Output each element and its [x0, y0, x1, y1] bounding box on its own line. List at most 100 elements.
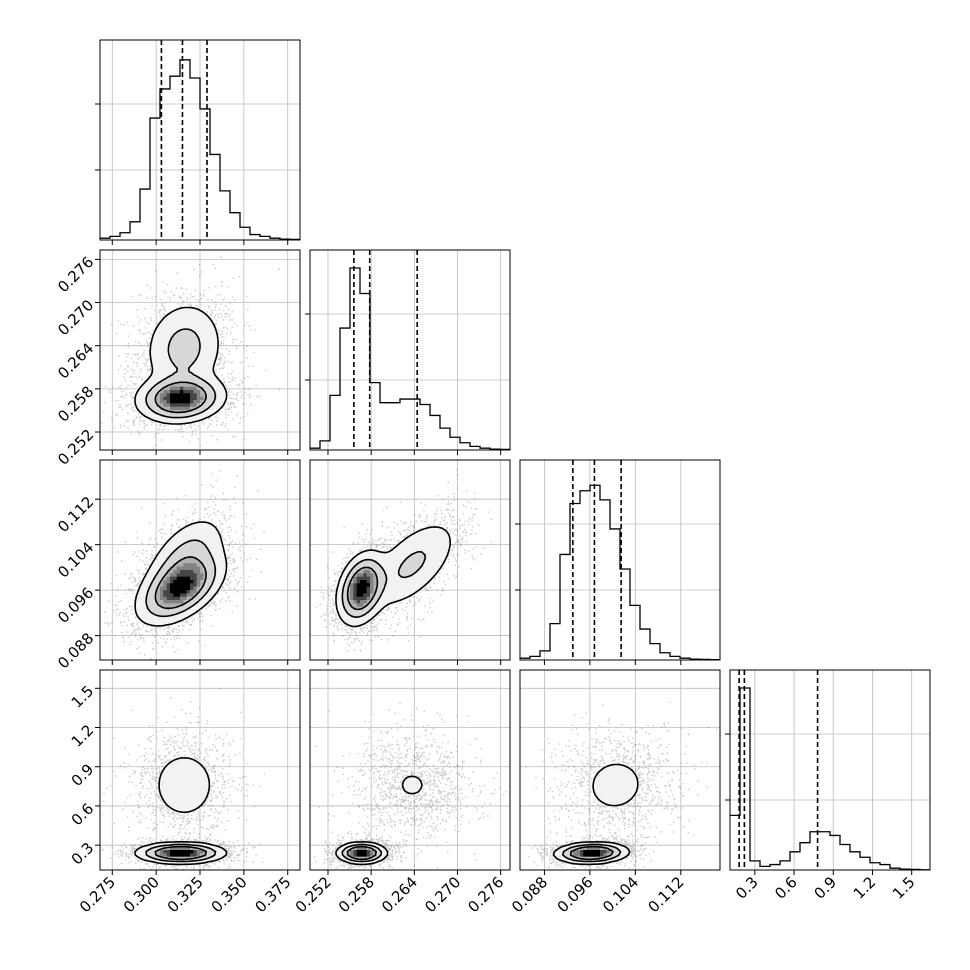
density-cell — [573, 860, 578, 864]
density-cell — [190, 330, 194, 334]
density-cell — [180, 556, 184, 561]
density-cell — [176, 406, 181, 411]
density-cell — [626, 776, 631, 781]
density-cell — [166, 403, 171, 408]
density-cell — [206, 566, 211, 571]
density-cell — [160, 366, 164, 371]
density-cell — [166, 800, 171, 804]
density-cell — [203, 370, 208, 374]
density-cell — [183, 536, 188, 541]
density-cell — [203, 410, 208, 414]
density-cell — [366, 593, 371, 598]
density-cell — [560, 853, 564, 858]
density-cell — [360, 856, 364, 861]
density-cell — [416, 540, 421, 544]
density-cell — [160, 356, 164, 361]
density-cell — [610, 790, 614, 794]
density-cell — [176, 606, 181, 611]
density-cell — [366, 616, 371, 621]
density-cell — [180, 803, 184, 808]
density-cell — [156, 600, 161, 604]
density-cell — [373, 586, 378, 591]
y-tick-label: 0.6 — [68, 800, 98, 830]
density-cell — [373, 553, 378, 558]
histogram-panel — [95, 39, 301, 241]
density-cell — [180, 573, 184, 578]
density-cell — [340, 603, 344, 608]
density-cell — [610, 796, 614, 801]
density-cell — [573, 850, 578, 854]
density-cell — [140, 593, 144, 598]
density-cell — [426, 576, 431, 581]
density-cell — [150, 853, 154, 858]
density-cell — [370, 856, 374, 861]
density-cell — [620, 776, 624, 781]
density-cell — [366, 590, 371, 594]
density-cell — [196, 570, 201, 574]
density-cell — [383, 566, 388, 571]
density-cell — [210, 856, 214, 861]
density-cell — [146, 610, 151, 614]
density-cell — [620, 770, 624, 774]
density-cell — [356, 576, 361, 581]
density-cell — [180, 336, 184, 341]
density-cell — [196, 363, 201, 368]
density-cell — [186, 560, 191, 564]
density-cell — [436, 550, 441, 554]
density-cell — [196, 310, 201, 314]
density-cell — [616, 850, 621, 854]
density-cell — [210, 360, 214, 364]
density-cell — [356, 560, 361, 564]
density-cell — [380, 603, 384, 608]
density-cell — [170, 366, 174, 371]
density-cell — [396, 566, 401, 571]
density-cell — [193, 333, 198, 338]
density-cell — [410, 566, 414, 571]
density-cell — [153, 363, 158, 368]
density-cell — [173, 396, 178, 401]
density-cell — [190, 313, 194, 318]
density-cell — [600, 786, 604, 791]
density-cell — [140, 393, 144, 398]
density-cell — [350, 850, 354, 854]
density-cell — [616, 800, 621, 804]
density-cell — [173, 553, 178, 558]
density-cell — [163, 323, 168, 328]
density-cell — [353, 846, 358, 851]
density-cell — [160, 610, 164, 614]
density-cell — [340, 616, 344, 621]
density-cell — [156, 580, 161, 584]
density-cell — [163, 593, 168, 598]
density-cell — [406, 576, 411, 581]
density-cell — [173, 800, 178, 804]
density-cell — [400, 593, 404, 598]
density-cell — [426, 570, 431, 574]
density-cell — [630, 780, 634, 784]
density-cell — [196, 326, 201, 331]
density-cell — [426, 530, 431, 534]
density-cell — [200, 790, 204, 794]
density-cell — [150, 343, 154, 348]
density-cell — [390, 566, 394, 571]
density-cell — [180, 383, 184, 388]
density-cell — [176, 806, 181, 811]
density-cell — [353, 616, 358, 621]
density-cell — [346, 606, 351, 611]
density-cell — [576, 853, 581, 858]
density-cell — [360, 590, 364, 594]
density-cell — [173, 383, 178, 388]
density-cell — [216, 536, 221, 541]
density-cell — [370, 556, 374, 561]
density-cell — [150, 356, 154, 361]
density-cell — [190, 410, 194, 414]
density-cell — [160, 400, 164, 404]
density-cell — [633, 790, 638, 794]
density-cell — [183, 603, 188, 608]
density-cell — [156, 553, 161, 558]
density-cell — [200, 353, 204, 358]
density-cell — [166, 550, 171, 554]
density-cell — [386, 560, 391, 564]
density-cell — [560, 856, 564, 861]
density-cell — [383, 603, 388, 608]
